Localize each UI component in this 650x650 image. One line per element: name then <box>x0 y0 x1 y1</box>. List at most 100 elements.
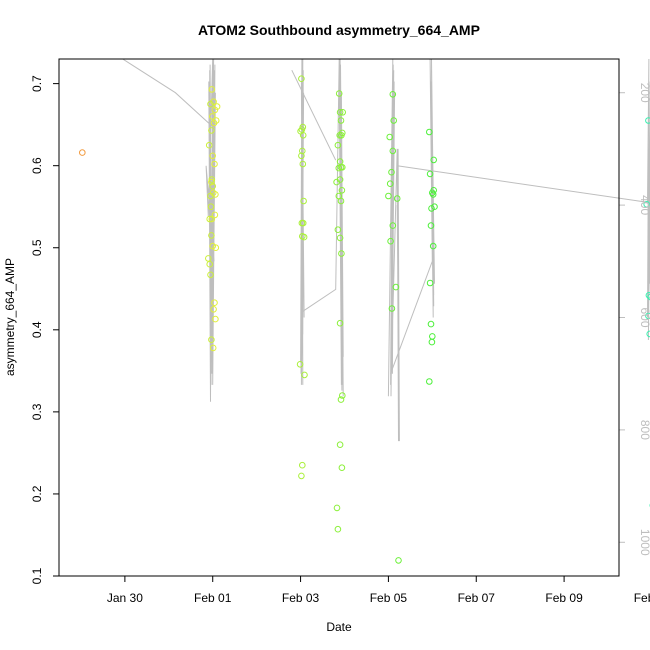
y-axis-label: asymmetry_664_AMP <box>3 258 17 376</box>
data-point <box>427 222 435 229</box>
data-point <box>299 132 307 139</box>
data-point <box>299 160 307 168</box>
data-point <box>385 192 392 200</box>
data-point <box>337 117 345 124</box>
data-point <box>390 117 398 124</box>
data-point <box>336 319 344 327</box>
y-tick-label: 0.5 <box>30 239 44 256</box>
data-point <box>389 147 397 155</box>
data-point <box>299 461 306 469</box>
data-point <box>336 109 344 116</box>
pressure-profiles <box>122 58 650 442</box>
data-point <box>213 103 221 110</box>
data-point <box>334 226 342 233</box>
y-tick-label: 0.1 <box>30 567 44 584</box>
data-point <box>339 392 346 399</box>
data-point <box>334 141 342 149</box>
y-tick-label: 0.6 <box>30 157 44 174</box>
pressure-tick-label: 200 <box>638 83 650 103</box>
data-point <box>298 75 305 82</box>
data-point <box>335 90 343 97</box>
data-point <box>392 283 400 291</box>
data-point <box>339 109 347 116</box>
data-point <box>428 338 436 346</box>
data-point <box>205 141 213 149</box>
data-point <box>389 91 397 98</box>
data-point <box>209 113 216 120</box>
y-tick-label: 0.3 <box>30 403 44 420</box>
y-axis: 0.1 0.2 0.3 0.4 0.5 0.6 0.7 <box>30 75 59 584</box>
data-point <box>209 152 216 160</box>
data-point <box>212 315 219 323</box>
pressure-profile-line <box>300 58 305 385</box>
data-point <box>206 215 213 223</box>
data-point <box>334 525 342 533</box>
data-point <box>645 312 650 320</box>
y-tick-label: 0.4 <box>30 321 44 338</box>
data-point <box>209 182 216 190</box>
data-point <box>208 86 216 93</box>
data-point <box>212 244 220 251</box>
data-point <box>205 255 212 262</box>
x-tick-label: Feb 05 <box>370 591 408 605</box>
data-point <box>333 504 341 512</box>
data-point <box>645 117 650 124</box>
data-point <box>426 170 434 178</box>
data-point <box>212 117 220 124</box>
y-tick-label: 0.2 <box>30 485 44 502</box>
data-point <box>298 472 305 480</box>
data-point <box>336 234 344 242</box>
data-point <box>207 271 214 279</box>
data-point <box>337 396 345 403</box>
data-point <box>647 293 650 301</box>
data-point <box>338 132 345 139</box>
data-point <box>386 133 394 141</box>
data-point <box>429 333 436 340</box>
data-point <box>207 100 214 108</box>
data-point <box>336 441 344 449</box>
data-point <box>393 195 401 202</box>
pressure-profile-line <box>387 58 400 442</box>
pressure-profile-line <box>291 69 337 161</box>
data-point <box>389 222 397 229</box>
data-point <box>429 189 436 197</box>
data-point <box>386 180 394 187</box>
data-point <box>299 147 306 155</box>
pressure-profile-line <box>122 58 216 385</box>
data-point <box>208 178 215 186</box>
data-point <box>211 211 219 219</box>
y-tick-label: 0.7 <box>30 75 44 92</box>
data-point <box>338 464 346 472</box>
pressure-tick-label: 800 <box>638 420 650 440</box>
x-tick-label: Feb 03 <box>282 591 320 605</box>
data-point <box>211 160 218 168</box>
x-tick-label: Feb 11 <box>634 591 650 605</box>
data-point <box>426 378 433 385</box>
data-point <box>208 336 215 344</box>
x-axis-label: Date <box>326 620 352 634</box>
data-point <box>299 219 307 227</box>
data-point <box>209 242 216 250</box>
data-point <box>209 344 217 352</box>
data-points <box>79 75 650 564</box>
data-point <box>211 106 219 114</box>
pressure-tick-label: 1000 <box>638 529 650 556</box>
pressure-tick-label: 600 <box>638 307 650 327</box>
pressure-axis: 200 400 600 800 1000 <box>619 83 650 556</box>
data-point <box>208 232 215 239</box>
data-point <box>211 299 218 307</box>
plot-frame <box>58 58 620 577</box>
x-tick-label: Jan 30 <box>107 591 143 605</box>
pressure-tick-label: 400 <box>638 195 650 215</box>
data-point <box>426 128 433 136</box>
data-point <box>339 164 346 171</box>
pressure-profile-line <box>397 58 650 341</box>
data-point <box>79 149 86 156</box>
pressure-profile-line <box>205 58 215 402</box>
data-point <box>207 192 214 200</box>
data-point <box>337 197 345 205</box>
data-point <box>338 250 345 257</box>
data-point <box>431 203 438 210</box>
data-point <box>298 152 305 160</box>
